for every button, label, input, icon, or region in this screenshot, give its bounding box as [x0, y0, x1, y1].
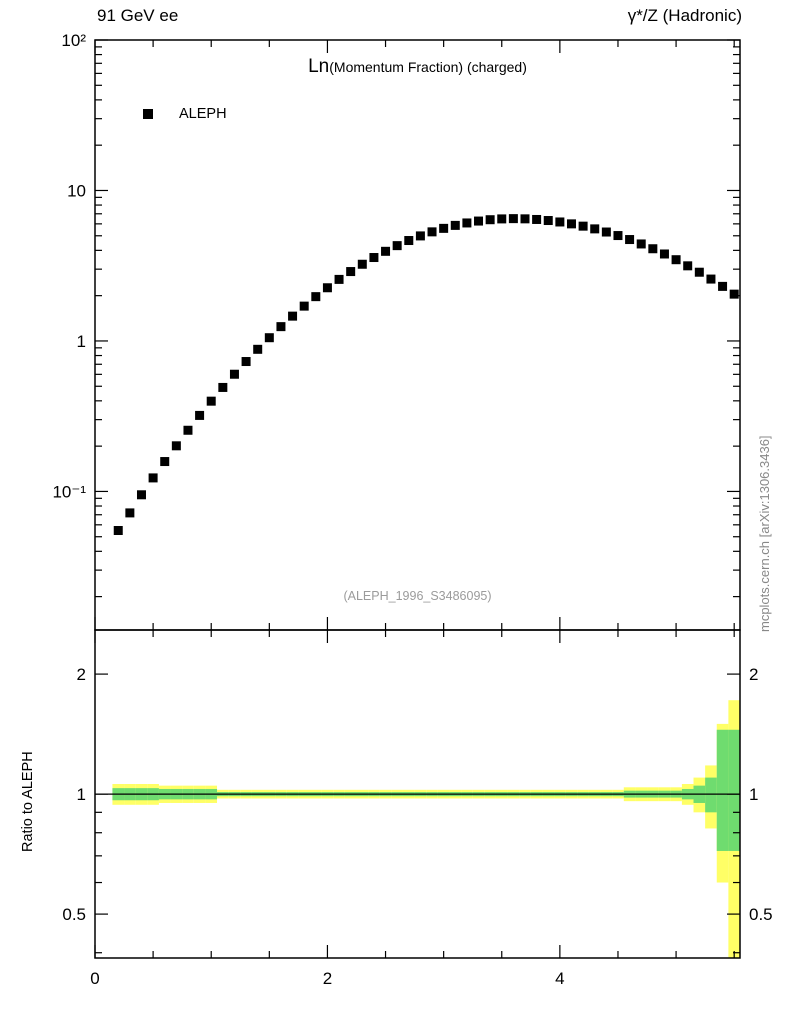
legend-label: ALEPH — [179, 106, 227, 122]
plot-title-sub: (Momentum Fraction) (charged) — [329, 59, 527, 75]
header-beam-label: 91 GeV ee — [97, 6, 179, 25]
svg-text:10: 10 — [67, 181, 86, 200]
axis-ticks — [94, 39, 740, 958]
plot-title: Ln(Momentum Fraction) (charged) — [95, 56, 740, 78]
svg-text:0.5: 0.5 — [749, 905, 773, 924]
svg-text:0.5: 0.5 — [62, 905, 86, 924]
svg-text:1: 1 — [77, 332, 86, 351]
attribution-note: mcplots.cern.ch [arXiv:1306.3436] — [757, 435, 772, 632]
svg-text:0: 0 — [90, 969, 99, 988]
svg-text:10⁻¹: 10⁻¹ — [52, 482, 86, 501]
svg-text:4: 4 — [555, 969, 564, 988]
svg-text:1: 1 — [77, 785, 86, 804]
ratio-uncertainty-bands — [112, 700, 740, 958]
svg-text:2: 2 — [749, 665, 758, 684]
legend: ALEPH — [143, 106, 227, 122]
ratio-axis-label: Ratio to ALEPH — [20, 751, 36, 852]
svg-text:2: 2 — [77, 665, 86, 684]
data-points-aleph — [113, 214, 739, 536]
analysis-id-watermark: (ALEPH_1996_S3486095) — [343, 589, 492, 603]
svg-text:2: 2 — [323, 969, 332, 988]
svg-text:10²: 10² — [61, 31, 86, 50]
main-panel-frame — [94, 39, 741, 631]
header-process-label: γ*/Z (Hadronic) — [627, 6, 742, 25]
legend-marker-square-icon — [143, 109, 153, 119]
svg-text:1: 1 — [749, 785, 758, 804]
plot-title-main: Ln — [308, 56, 330, 77]
